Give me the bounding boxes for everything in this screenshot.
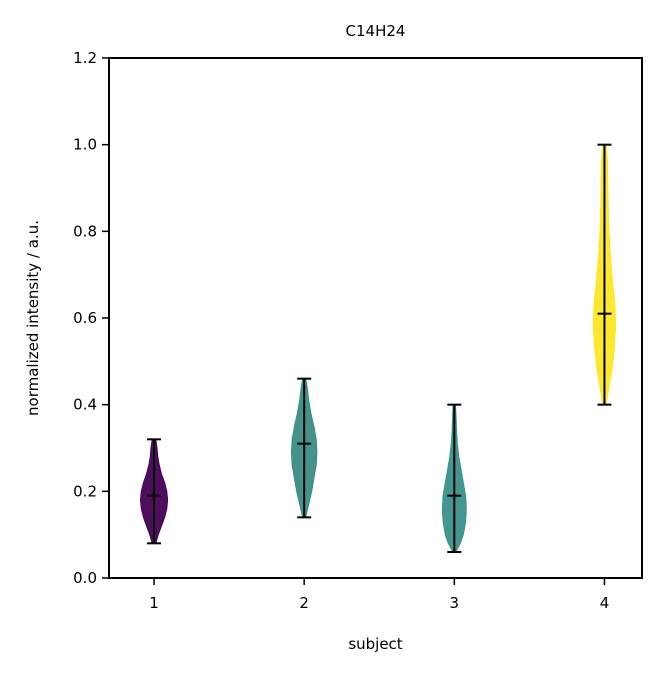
x-axis-ticks: 1 2 3 4 bbox=[149, 578, 609, 612]
y-tick-label: 0.4 bbox=[73, 396, 97, 414]
chart-title: C14H24 bbox=[346, 22, 406, 40]
y-tick-label: 0.0 bbox=[73, 569, 97, 587]
violin-1 bbox=[139, 438, 169, 545]
x-axis-label: subject bbox=[348, 635, 402, 653]
y-axis-label: normalized intensity / a.u. bbox=[24, 220, 42, 416]
violin-4 bbox=[592, 143, 617, 406]
x-tick-label: 3 bbox=[450, 594, 460, 612]
violin-2 bbox=[290, 377, 318, 519]
y-axis-ticks: 0.0 0.2 0.4 0.6 0.8 1.0 1.2 bbox=[73, 49, 109, 587]
y-tick-label: 0.8 bbox=[73, 222, 97, 240]
y-tick-label: 0.6 bbox=[73, 309, 97, 327]
y-tick-label: 1.2 bbox=[73, 49, 97, 67]
x-tick-label: 1 bbox=[149, 594, 159, 612]
violins-layer bbox=[139, 143, 617, 553]
plot-frame bbox=[108, 57, 643, 579]
y-tick-label: 0.2 bbox=[73, 482, 97, 500]
y-tick-label: 1.0 bbox=[73, 136, 97, 154]
x-tick-label: 2 bbox=[299, 594, 309, 612]
x-tick-label: 4 bbox=[600, 594, 610, 612]
violin-3 bbox=[441, 403, 467, 553]
